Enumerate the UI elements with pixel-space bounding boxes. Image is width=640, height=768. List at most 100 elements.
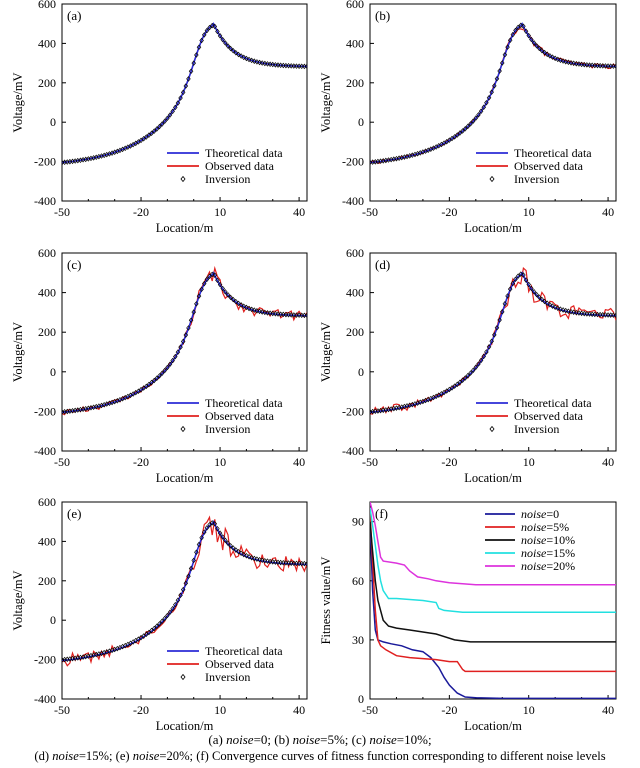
inversion-marker	[460, 377, 465, 384]
legend-label: noise=20%	[521, 559, 575, 573]
x-tick-label: -50	[362, 455, 378, 469]
inversion-marker	[531, 40, 537, 46]
inversion-marker	[452, 134, 457, 140]
inversion-marker	[173, 104, 178, 111]
inversion-marker	[252, 58, 257, 64]
inversion-marker	[188, 565, 194, 572]
inversion-marker	[478, 357, 484, 364]
inversion-marker	[212, 521, 218, 527]
inversion-marker	[162, 118, 167, 125]
inversion-marker	[455, 132, 460, 138]
x-tick-label: -50	[362, 703, 378, 717]
x-tick-label: -50	[54, 205, 70, 219]
inversion-marker	[257, 557, 262, 563]
inversion-marker	[196, 44, 202, 51]
inversion-marker	[165, 115, 170, 122]
inversion-marker	[167, 112, 173, 118]
inversion-marker	[521, 272, 526, 278]
inversion-marker	[230, 545, 236, 551]
panel-label: (a)	[67, 8, 81, 23]
caption-line-1: (a) noise=0; (b) noise=5%; (c) noise=10%…	[208, 732, 432, 747]
legend-label: noise=0	[521, 507, 559, 521]
legend-label: Inversion	[514, 172, 559, 186]
inversion-marker	[547, 53, 553, 59]
inversion-marker	[462, 126, 468, 132]
inversion-marker	[186, 573, 191, 579]
inversion-marker	[452, 383, 457, 389]
inversion-marker	[542, 298, 547, 305]
inversion-marker	[558, 306, 563, 312]
y-axis-label: Voltage/mV	[11, 570, 25, 630]
inversion-marker	[571, 309, 576, 315]
inversion-marker	[144, 631, 149, 638]
inversion-marker	[552, 304, 558, 310]
x-tick-label: 40	[602, 455, 614, 469]
inversion-marker	[468, 121, 473, 127]
fitness-curve	[370, 521, 616, 643]
inversion-marker	[613, 63, 616, 69]
chart-panel-f: 0 30 60 90 -50 -20 10 40 Location/m Fitness value…	[319, 501, 617, 730]
inversion-marker	[225, 540, 231, 547]
inversion-marker	[465, 123, 471, 130]
legend-marker-inversion	[489, 175, 495, 183]
inversion-marker	[521, 23, 526, 30]
inversion-marker	[262, 60, 268, 67]
inversion-marker	[254, 308, 260, 314]
inversion-marker	[204, 27, 210, 34]
inversion-marker	[209, 520, 215, 526]
inversion-marker	[502, 300, 508, 307]
chart-panel-c: -400 -200 0 200 400 600 -50 -20 10 40 Location/m Vo…	[11, 246, 308, 485]
inversion-marker	[304, 560, 307, 567]
plot-area	[62, 515, 307, 667]
panel-label: (d)	[375, 257, 390, 272]
inversion-marker	[178, 592, 183, 599]
y-tick-label: 600	[38, 0, 56, 11]
inversion-marker	[544, 300, 550, 306]
inversion-marker	[228, 45, 233, 52]
x-tick-label: -20	[441, 455, 457, 469]
y-tick-label: 400	[346, 36, 364, 50]
inversion-marker	[183, 332, 189, 338]
legend-label: Inversion	[514, 422, 559, 436]
y-tick-label: 0	[50, 613, 56, 627]
legend-label: Observed data	[514, 409, 584, 423]
chart-panel-e: -400 -200 0 200 400 600 -50 -20 10 40 Location/m Vo…	[11, 495, 308, 730]
y-tick-label: -200	[34, 404, 56, 418]
panel-label: (c)	[67, 257, 81, 272]
inversion-marker	[191, 557, 196, 564]
inversion-marker	[151, 377, 157, 384]
inversion-marker	[462, 375, 468, 381]
inversion-marker	[144, 383, 149, 390]
legend-label: noise=10%	[521, 533, 575, 547]
y-tick-label: 400	[346, 286, 364, 300]
inversion-marker	[204, 525, 210, 531]
inversion-marker	[465, 372, 471, 379]
inversion-marker	[267, 61, 273, 67]
inversion-marker	[550, 54, 555, 60]
theoretical-data-line	[370, 271, 616, 414]
x-tick-label: 10	[214, 205, 226, 219]
x-tick-label: -50	[362, 205, 378, 219]
inversion-marker	[560, 307, 566, 313]
inversion-marker	[534, 291, 539, 298]
inversion-marker	[220, 36, 225, 43]
inversion-marker	[217, 33, 223, 39]
inversion-marker	[209, 22, 215, 29]
y-tick-label: -200	[34, 155, 56, 169]
y-tick-label: 200	[346, 76, 364, 90]
inversion-marker	[257, 308, 262, 315]
y-tick-label: 400	[38, 286, 56, 300]
inversion-marker	[165, 612, 170, 619]
inversion-marker	[510, 31, 516, 38]
y-tick-label: -400	[34, 194, 56, 208]
y-tick-label: 200	[38, 325, 56, 339]
inversion-marker	[502, 52, 508, 58]
inversion-marker	[188, 68, 194, 74]
x-tick-label: 40	[602, 205, 614, 219]
inversion-marker	[526, 281, 531, 288]
inversion-marker	[244, 304, 249, 311]
inversion-marker	[199, 37, 204, 44]
inversion-marker	[165, 364, 170, 371]
legend-label: Inversion	[205, 670, 250, 684]
inversion-marker	[457, 379, 463, 386]
